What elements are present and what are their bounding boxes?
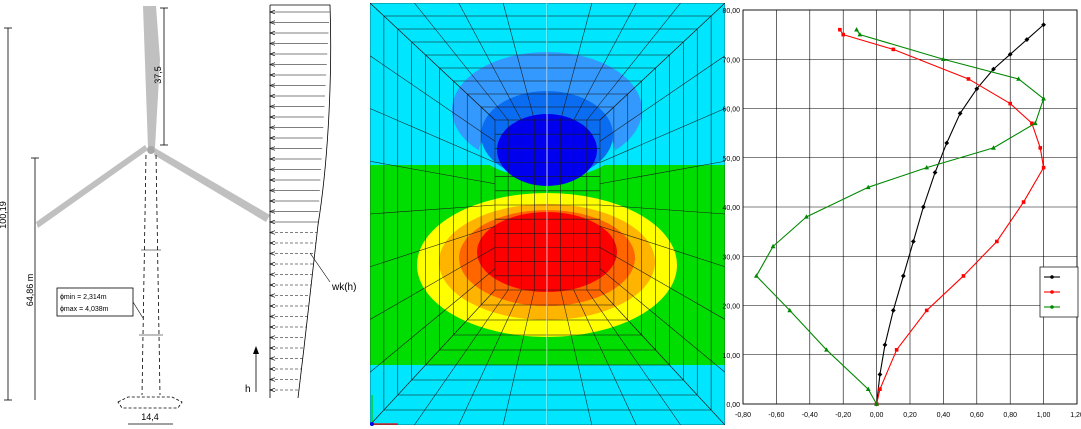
data-point	[894, 348, 899, 352]
data-point	[1038, 146, 1043, 150]
data-point	[874, 401, 879, 406]
data-point	[824, 347, 829, 352]
data-point	[1016, 76, 1021, 81]
series-line-3	[755, 29, 1045, 405]
wind-label: wk(h)	[331, 282, 356, 293]
x-tick-label: 0,80	[1003, 412, 1017, 419]
data-point	[974, 86, 980, 92]
data-point	[753, 273, 759, 278]
data-point	[932, 170, 938, 175]
dim-blade-label: 37,5	[153, 66, 163, 84]
profile-curve	[270, 4, 332, 399]
x-tick-label: 0,00	[870, 412, 884, 419]
data-point	[882, 342, 888, 348]
wind-arrows	[269, 9, 330, 393]
wind-profile-panel: wk(h) h	[245, 4, 356, 399]
data-point	[854, 27, 859, 32]
y-tick-label: 80,00	[722, 8, 740, 15]
y-tick-label: 10,00	[722, 353, 740, 360]
dim-hub-label: 64,86 m	[25, 274, 35, 307]
data-point	[900, 273, 906, 279]
data-point	[1041, 22, 1046, 28]
data-point	[966, 77, 971, 81]
data-point	[1032, 120, 1038, 126]
dim-base-label: 14,4	[141, 412, 159, 422]
x-tick-label: -0,80	[735, 412, 751, 419]
x-tick-label: 1,20	[1070, 412, 1081, 419]
chart-series	[753, 22, 1046, 407]
legend-max: ϕmax = 4,038m	[60, 306, 109, 313]
data-point	[1041, 165, 1046, 170]
x-tick-label: -0,20	[835, 412, 851, 419]
y-tick-label: 0,00	[726, 402, 740, 409]
dim-total-label: 100,19	[0, 201, 8, 229]
data-point	[891, 47, 896, 52]
line-chart: -0,80 -0,60 -0,40 -0,20 0,00 0,20 0,40 0,60 0,80…	[722, 8, 1081, 419]
y-tick-label: 40,00	[722, 205, 740, 212]
x-tick-label: 1,00	[1037, 412, 1051, 419]
data-point	[1041, 96, 1046, 101]
data-point	[910, 239, 916, 244]
y-tick-label: 60,00	[722, 107, 740, 114]
data-point	[865, 386, 871, 392]
data-point	[1021, 200, 1026, 204]
data-point	[804, 214, 809, 219]
turbine-panel: 100,19 64,86 m 37,5 ϕmin = 2,314m ϕmax =…	[0, 6, 270, 425]
data-point	[838, 27, 842, 32]
data-point	[841, 32, 845, 37]
x-tick-label: -0,60	[768, 412, 784, 419]
data-point	[787, 307, 793, 313]
data-point	[924, 308, 929, 313]
data-point	[857, 32, 863, 37]
data-point	[991, 145, 996, 150]
data-point	[957, 111, 963, 116]
y-tick-label: 20,00	[722, 304, 740, 311]
blade-left	[36, 145, 148, 228]
data-point	[1007, 51, 1013, 57]
foundation	[117, 396, 183, 409]
data-point	[1030, 121, 1034, 126]
data-point	[865, 184, 871, 190]
data-point	[877, 372, 883, 377]
data-point	[770, 243, 776, 249]
data-point	[941, 56, 946, 62]
data-point	[1008, 101, 1012, 106]
blade-top	[143, 6, 160, 148]
y-tick-label: 50,00	[722, 156, 740, 163]
x-tick-label: 0,20	[903, 412, 917, 419]
data-point	[878, 387, 882, 392]
y-tick-label: 30,00	[722, 254, 740, 261]
legend-min: ϕmin = 2,314m	[60, 294, 107, 301]
data-point	[924, 165, 930, 170]
chart-grid	[742, 9, 1078, 405]
data-point	[944, 140, 950, 146]
hub	[147, 146, 155, 154]
data-point	[995, 239, 999, 244]
diameter-legend	[56, 287, 134, 317]
data-point	[991, 66, 996, 72]
data-point	[920, 204, 926, 210]
chart-legend	[1039, 266, 1079, 318]
x-tick-label: 0,60	[970, 412, 984, 419]
height-axis-label: h	[245, 384, 251, 395]
blade-right	[154, 148, 270, 222]
y-tick-label: 70,00	[722, 57, 740, 64]
chart-ticks: -0,80 -0,60 -0,40 -0,20 0,00 0,20 0,40 0,60 0,80…	[722, 8, 1081, 419]
data-point	[961, 274, 966, 278]
fem-contour-panel	[370, 3, 725, 426]
x-tick-label: -0,40	[802, 412, 818, 419]
x-tick-label: 0,40	[937, 412, 951, 419]
data-point	[890, 308, 896, 313]
data-point	[1024, 37, 1030, 42]
